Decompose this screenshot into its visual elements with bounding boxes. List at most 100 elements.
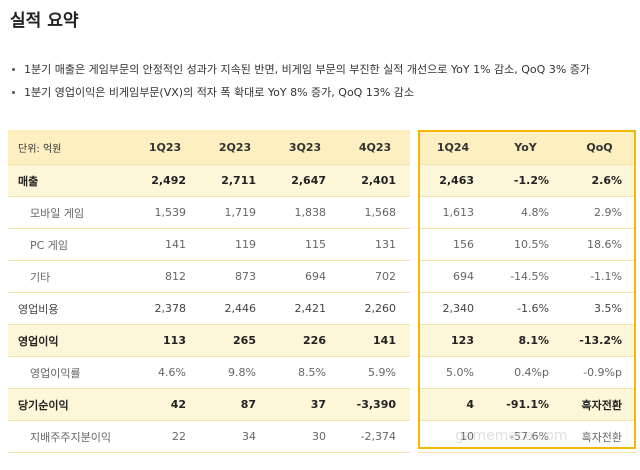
cell: 87: [200, 388, 270, 421]
cell: 812: [130, 260, 200, 293]
cell: 2,492: [130, 164, 200, 197]
row-label: 기타: [8, 260, 130, 293]
table-row: 모바일 게임 1,539 1,719 1,838 1,568 1,613 4.8% 2.9%: [8, 196, 636, 229]
column-header: 2Q23: [200, 130, 270, 165]
cell: 141: [340, 324, 410, 357]
spacer: [410, 164, 418, 197]
spacer: [410, 196, 418, 229]
bullet-list: 1분기 매출은 게임부문의 안정적인 성과가 지속된 반면, 비게임 부문의 부…: [10, 58, 590, 104]
cell: 694: [418, 260, 488, 293]
cell: 9.8%: [200, 356, 270, 389]
column-header: 단위: 억원: [8, 130, 130, 165]
watermark: gamemeca.com: [455, 428, 568, 444]
cell: 2,421: [270, 292, 340, 325]
cell: 37: [270, 388, 340, 421]
spacer: [410, 292, 418, 325]
spacer: [410, 260, 418, 293]
bullet: 1분기 영업이익은 비게임부문(VX)의 적자 폭 확대로 YoY 8% 증가,…: [10, 81, 590, 104]
row-label: 모바일 게임: [8, 196, 130, 229]
cell: 1,613: [418, 196, 488, 229]
cell: 흑자전환: [563, 420, 636, 453]
cell: 18.6%: [563, 228, 636, 261]
cell: 2,711: [200, 164, 270, 197]
cell: 2,647: [270, 164, 340, 197]
row-label: 매출: [8, 164, 130, 197]
cell: 2.9%: [563, 196, 636, 229]
cell: 30: [270, 420, 340, 453]
column-header: 1Q24: [418, 130, 488, 165]
column-header: 3Q23: [270, 130, 340, 165]
header-row: 단위: 억원 1Q23 2Q23 3Q23 4Q23 1Q24 YoY QoQ: [8, 130, 636, 165]
cell: 113: [130, 324, 200, 357]
cell: 1,838: [270, 196, 340, 229]
cell: 8.1%: [488, 324, 563, 357]
cell: -14.5%: [488, 260, 563, 293]
table-row: 지배주주지분이익 22 34 30 -2,374 10 -57.6% 흑자전환: [8, 420, 636, 453]
cell: 흑자전환: [563, 388, 636, 421]
table-row: PC 게임 141 119 115 131 156 10.5% 18.6%: [8, 228, 636, 261]
cell: 141: [130, 228, 200, 261]
cell: 22: [130, 420, 200, 453]
table-row: 당기순이익 42 87 37 -3,390 4 -91.1% 흑자전환: [8, 388, 636, 421]
table-row: 영업비용 2,378 2,446 2,421 2,260 2,340 -1.6% 3.5%: [8, 292, 636, 325]
cell: -1.1%: [563, 260, 636, 293]
cell: 5.9%: [340, 356, 410, 389]
cell: 3.5%: [563, 292, 636, 325]
cell: 226: [270, 324, 340, 357]
column-header: 1Q23: [130, 130, 200, 165]
cell: -0.9%p: [563, 356, 636, 389]
cell: -13.2%: [563, 324, 636, 357]
spacer: [410, 228, 418, 261]
cell: 10.5%: [488, 228, 563, 261]
table-row: 매출 2,492 2,711 2,647 2,401 2,463 -1.2% 2.6%: [8, 164, 636, 197]
cell: 8.5%: [270, 356, 340, 389]
row-label: PC 게임: [8, 228, 130, 261]
spacer: [410, 388, 418, 421]
bullet: 1분기 매출은 게임부문의 안정적인 성과가 지속된 반면, 비게임 부문의 부…: [10, 58, 590, 81]
cell: -91.1%: [488, 388, 563, 421]
table: 단위: 억원 1Q23 2Q23 3Q23 4Q23 1Q24 YoY QoQ 매출 2,492…: [8, 130, 636, 453]
cell: 2,463: [418, 164, 488, 197]
table-row: 영업이익률 4.6% 9.8% 8.5% 5.9% 5.0% 0.4%p -0.9%p: [8, 356, 636, 389]
cell: -1.6%: [488, 292, 563, 325]
cell: 1,719: [200, 196, 270, 229]
cell: 156: [418, 228, 488, 261]
cell: 34: [200, 420, 270, 453]
table-row: 기타 812 873 694 702 694 -14.5% -1.1%: [8, 260, 636, 293]
title: 실적 요약: [10, 11, 79, 31]
row-label: 당기순이익: [8, 388, 130, 421]
table-body: 매출 2,492 2,711 2,647 2,401 2,463 -1.2% 2.6% 모바일 …: [8, 164, 636, 453]
cell: 0.4%p: [488, 356, 563, 389]
cell: 702: [340, 260, 410, 293]
cell: 4.8%: [488, 196, 563, 229]
cell: 2,340: [418, 292, 488, 325]
spacer: [410, 130, 418, 165]
column-header: YoY: [488, 130, 563, 165]
table-wrap: 단위: 억원 1Q23 2Q23 3Q23 4Q23 1Q24 YoY QoQ 매출 2,492…: [8, 130, 636, 453]
spacer: [410, 356, 418, 389]
table-row: 영업이익 113 265 226 141 123 8.1% -13.2%: [8, 324, 636, 357]
row-label: 영업이익률: [8, 356, 130, 389]
cell: -3,390: [340, 388, 410, 421]
cell: 2,378: [130, 292, 200, 325]
spacer: [410, 420, 418, 453]
cell: 123: [418, 324, 488, 357]
row-label: 영업비용: [8, 292, 130, 325]
cell: 694: [270, 260, 340, 293]
cell: 119: [200, 228, 270, 261]
cell: -1.2%: [488, 164, 563, 197]
cell: 4.6%: [130, 356, 200, 389]
cell: 1,568: [340, 196, 410, 229]
spacer: [410, 324, 418, 357]
cell: 873: [200, 260, 270, 293]
row-label: 지배주주지분이익: [8, 420, 130, 453]
cell: 4: [418, 388, 488, 421]
cell: 2.6%: [563, 164, 636, 197]
cell: 5.0%: [418, 356, 488, 389]
cell: 2,446: [200, 292, 270, 325]
cell: 265: [200, 324, 270, 357]
column-header: QoQ: [563, 130, 636, 165]
row-label: 영업이익: [8, 324, 130, 357]
cell: 1,539: [130, 196, 200, 229]
